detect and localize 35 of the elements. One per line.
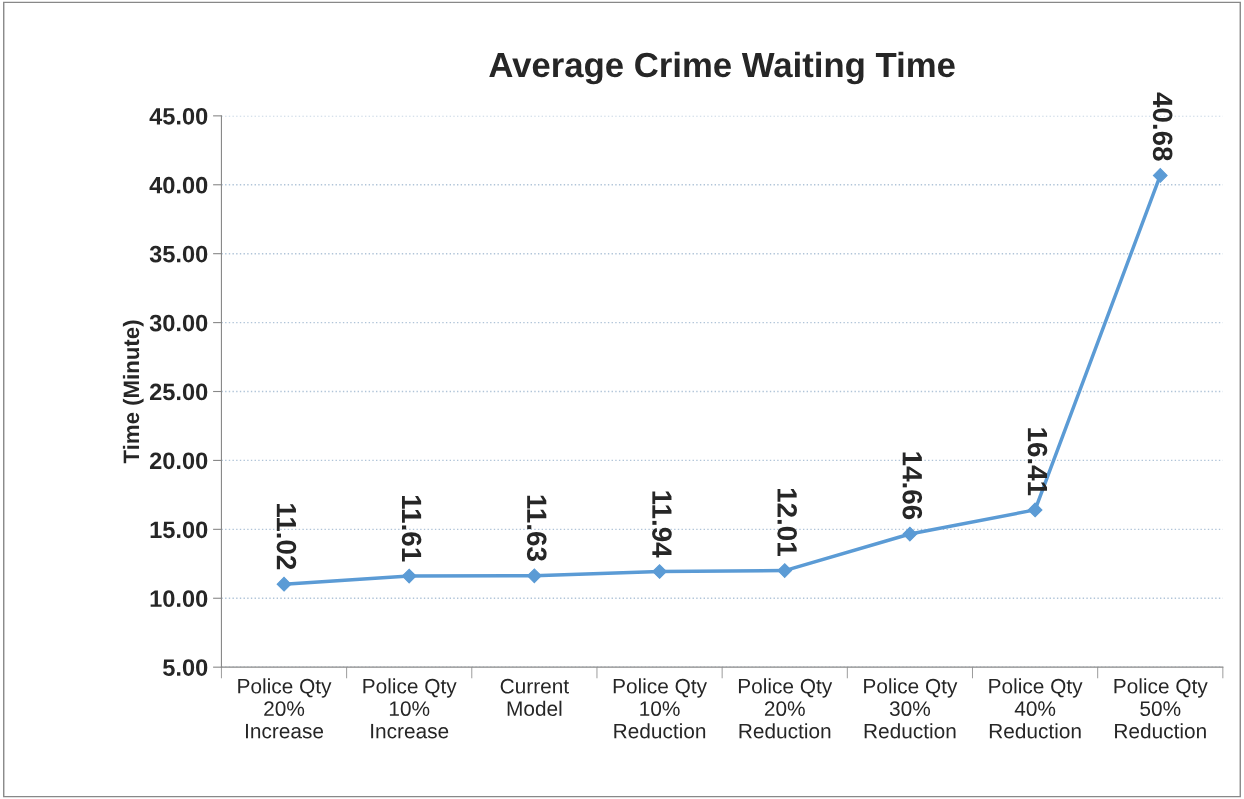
- y-tick-label: 15.00: [150, 521, 208, 539]
- y-tick-label: 25.00: [149, 383, 208, 401]
- data-label: 16.41: [1027, 428, 1048, 496]
- data-label: 40.68: [1152, 92, 1173, 161]
- point: [276, 576, 292, 592]
- x-tick-label: Police Qty 40% Reduction: [989, 678, 1083, 739]
- x-tick-label: Police Qty 10% Increase: [363, 678, 457, 739]
- data-label: 11.02: [276, 504, 297, 570]
- data-label: 11.94: [652, 491, 672, 558]
- y-tick-label: 30.00: [149, 314, 208, 332]
- x-tick-label: Current Model: [500, 678, 569, 717]
- y-axis-title: Time (Minute): [122, 320, 144, 464]
- x-tick-label: Police Qty 20% Increase: [238, 678, 332, 739]
- point: [1152, 168, 1168, 183]
- y-tick-label: 45.00: [149, 107, 208, 125]
- data-label: 12.01: [777, 488, 797, 556]
- point: [401, 568, 417, 584]
- data-label: 11.61: [401, 495, 422, 562]
- data-label: 14.66: [902, 452, 923, 520]
- x-tick-label: Police Qty 50% Reduction: [1114, 678, 1208, 739]
- y-tick-label: 5.00: [163, 659, 208, 676]
- point: [777, 563, 793, 578]
- point: [1027, 502, 1043, 518]
- point: [652, 564, 667, 579]
- y-tick-label: 20.00: [149, 452, 208, 470]
- data-label: 11.63: [526, 495, 547, 561]
- chart-title: Average Crime Waiting Time: [489, 51, 955, 85]
- y-tick-label: 35.00: [149, 245, 208, 263]
- x-tick-label: Police Qty 10% Reduction: [613, 678, 707, 739]
- point: [526, 568, 542, 584]
- x-tick-label: Police Qty 20% Reduction: [738, 678, 833, 739]
- point: [902, 526, 918, 542]
- y-tick-label: 10.00: [150, 590, 208, 608]
- y-tick-label: 40.00: [149, 176, 208, 194]
- x-tick-label: Police Qty 30% Reduction: [864, 678, 958, 739]
